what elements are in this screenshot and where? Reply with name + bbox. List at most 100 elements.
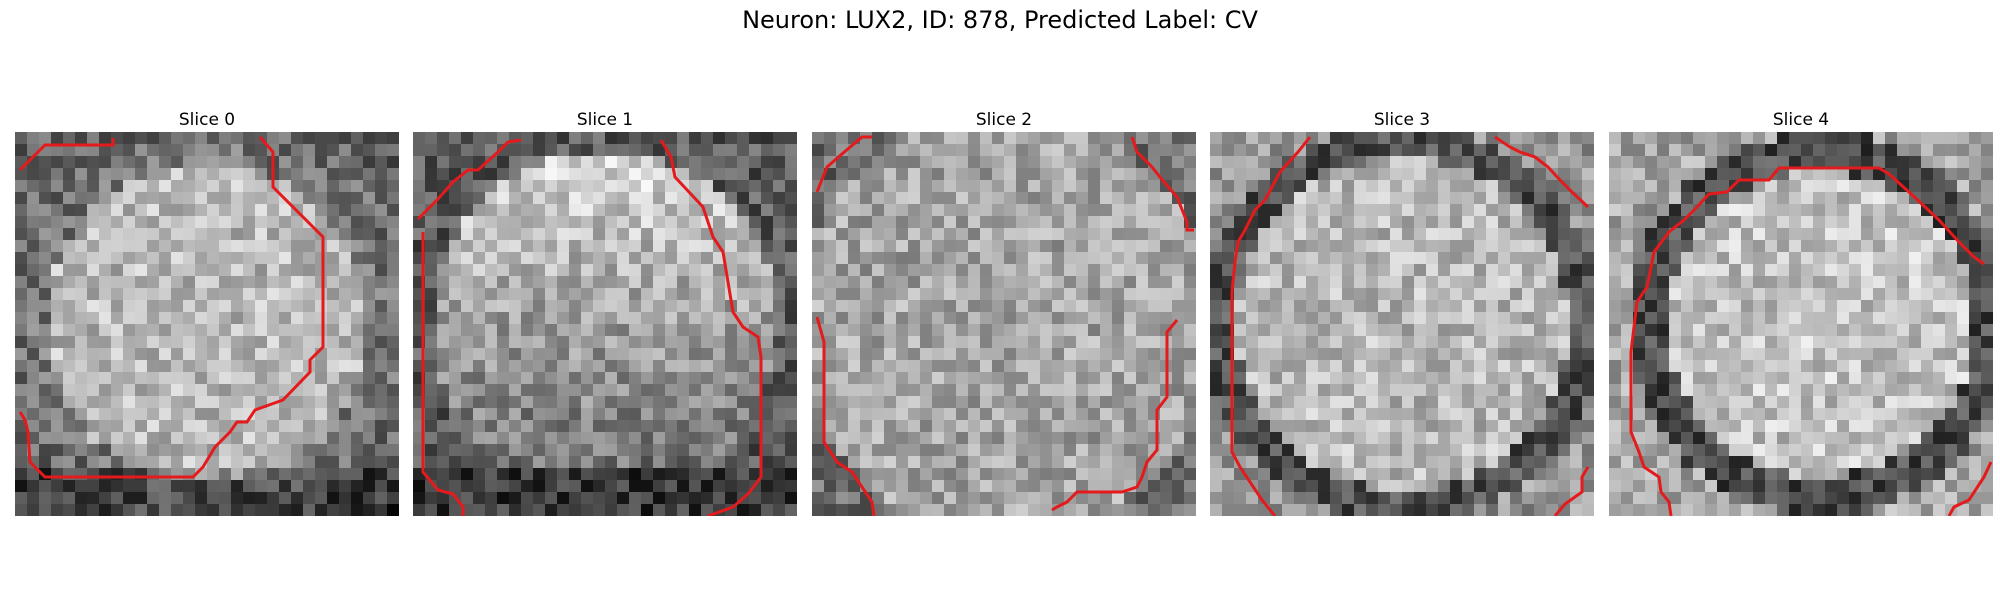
pixel — [1729, 252, 1742, 265]
pixel — [219, 288, 232, 301]
pixel — [920, 312, 933, 325]
pixel — [1669, 156, 1682, 169]
pixel — [171, 396, 184, 409]
pixel — [1969, 288, 1982, 301]
pixel — [291, 228, 304, 241]
pixel — [749, 396, 762, 409]
pixel — [1582, 444, 1594, 457]
pixel — [629, 468, 642, 481]
pixel — [1813, 336, 1826, 349]
pixel — [1969, 336, 1982, 349]
pixel — [1933, 168, 1946, 181]
pixel — [437, 204, 450, 217]
pixel — [1414, 180, 1427, 193]
pixel — [1076, 300, 1089, 313]
pixel — [425, 396, 438, 409]
pixel — [593, 192, 606, 205]
pixel — [1705, 396, 1718, 409]
pixel — [473, 228, 486, 241]
pixel — [641, 300, 654, 313]
pixel — [497, 492, 510, 505]
pixel — [944, 288, 957, 301]
pixel — [1112, 432, 1125, 445]
pixel — [653, 276, 666, 289]
pixel — [1450, 252, 1463, 265]
pixel — [351, 264, 364, 277]
pixel — [1450, 156, 1463, 169]
pixel — [1741, 252, 1754, 265]
pixel — [1016, 420, 1029, 433]
pixel — [1981, 432, 1993, 445]
pixel — [1136, 384, 1149, 397]
pixel — [279, 480, 292, 493]
pixel — [387, 372, 399, 385]
pixel — [1582, 420, 1594, 433]
pixel — [303, 408, 316, 421]
pixel — [1438, 408, 1451, 421]
pixel — [761, 156, 774, 169]
pixel — [1076, 240, 1089, 253]
pixel — [1570, 276, 1583, 289]
pixel — [1765, 180, 1778, 193]
pixel — [267, 348, 280, 361]
pixel — [123, 420, 136, 433]
pixel — [267, 384, 280, 397]
pixel — [944, 336, 957, 349]
pixel — [1873, 288, 1886, 301]
pixel — [171, 228, 184, 241]
pixel — [303, 504, 316, 516]
pixel — [1246, 144, 1259, 157]
pixel — [641, 288, 654, 301]
pixel — [1076, 156, 1089, 169]
pixel — [497, 264, 510, 277]
pixel — [1801, 396, 1814, 409]
pixel — [279, 312, 292, 325]
pixel — [860, 492, 873, 505]
pixel — [824, 144, 837, 157]
pixel — [533, 144, 546, 157]
pixel — [1873, 384, 1886, 397]
pixel — [1717, 300, 1730, 313]
pixel — [641, 456, 654, 469]
pixel — [437, 312, 450, 325]
pixel — [1825, 336, 1838, 349]
pixel — [87, 264, 100, 277]
pixel — [1765, 276, 1778, 289]
pixel — [1136, 132, 1149, 145]
pixel — [824, 384, 837, 397]
pixel — [1390, 396, 1403, 409]
pixel — [195, 336, 208, 349]
pixel — [1234, 336, 1247, 349]
pixel — [1450, 324, 1463, 337]
pixel — [1957, 372, 1970, 385]
pixel — [1004, 300, 1017, 313]
pixel — [1717, 180, 1730, 193]
pixel — [1729, 348, 1742, 361]
pixel — [437, 420, 450, 433]
pixel — [497, 456, 510, 469]
pixel — [473, 300, 486, 313]
pixel — [1861, 408, 1874, 421]
pixel — [1609, 336, 1622, 349]
pixel — [1160, 420, 1173, 433]
pixel — [1234, 192, 1247, 205]
pixel — [339, 408, 352, 421]
pixel — [425, 312, 438, 325]
pixel — [413, 480, 426, 493]
pixel — [1318, 264, 1331, 277]
pixel — [473, 396, 486, 409]
pixel — [1450, 216, 1463, 229]
pixel — [884, 216, 897, 229]
pixel — [713, 372, 726, 385]
pixel — [195, 204, 208, 217]
pixel — [1270, 288, 1283, 301]
pixel — [39, 132, 52, 145]
pixel — [1957, 132, 1970, 145]
pixel — [521, 300, 534, 313]
pixel — [207, 420, 220, 433]
pixel — [1873, 276, 1886, 289]
pixel — [968, 420, 981, 433]
pixel — [1969, 312, 1982, 325]
pixel — [1402, 288, 1415, 301]
pixel — [1100, 264, 1113, 277]
